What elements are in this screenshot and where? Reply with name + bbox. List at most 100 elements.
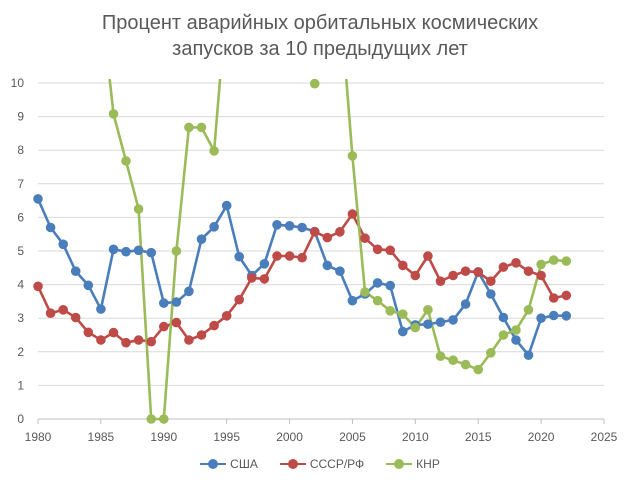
x-tick-label-1990: 1990 (150, 430, 177, 444)
data-point-china-2015 (473, 364, 484, 375)
data-point-usa-1989 (146, 247, 156, 258)
data-point-ussr-rf-1986 (108, 327, 119, 338)
y-tick-label-9: 9 (17, 110, 24, 124)
data-point-china-2016 (486, 348, 496, 358)
data-point-usa-1981 (45, 222, 56, 233)
data-point-china-2008 (385, 306, 396, 316)
data-point-china-2002 (309, 78, 320, 89)
data-point-china-2013 (448, 355, 458, 366)
y-tick-label-7: 7 (17, 177, 24, 191)
data-point-ussr-rf-1999 (272, 251, 282, 261)
series-line-china-1 (312, 79, 317, 85)
data-point-ussr-rf-2007 (372, 244, 383, 255)
x-tick-label-2015: 2015 (465, 430, 492, 444)
series-line-china-2 (344, 79, 567, 371)
data-point-ussr-rf-2010 (410, 270, 421, 281)
data-point-ussr-rf-2014 (460, 266, 471, 277)
data-point-ussr-rf-1996 (234, 294, 244, 305)
x-tick-label-1995: 1995 (213, 430, 240, 444)
series-lines (36, 79, 567, 421)
chart-title: Процент аварийных орбитальных космически… (0, 10, 640, 62)
data-point-ussr-rf-1989 (146, 336, 156, 347)
y-tick-label-0: 0 (17, 412, 24, 426)
data-point-ussr-rf-1991 (171, 317, 182, 328)
data-point-ussr-rf-2013 (448, 270, 458, 281)
data-point-usa-1998 (259, 259, 270, 269)
data-point-usa-1992 (184, 286, 194, 297)
y-tick-label-3: 3 (17, 311, 24, 325)
legend: США СССР/РФ КНР (0, 457, 640, 471)
legend-label-ussr-rf: СССР/РФ (309, 457, 365, 471)
data-point-usa-2022 (561, 311, 572, 321)
data-point-ussr-rf-1983 (70, 312, 81, 323)
x-tick-label-2005: 2005 (339, 430, 366, 444)
data-point-ussr-rf-2005 (347, 209, 358, 219)
data-point-china-2006 (360, 287, 370, 297)
axes: 0 1 2 3 4 5 6 7 8 9 10 1980 1985 1990 1995 2000 2005 2010… (11, 76, 618, 444)
data-point-ussr-rf-1981 (45, 308, 56, 319)
legend-label-usa: США (230, 457, 258, 471)
data-point-china-2005 (347, 151, 358, 161)
y-tick-label-4: 4 (17, 278, 24, 292)
x-tick-label-2020: 2020 (528, 430, 555, 444)
data-point-china-2021 (548, 255, 559, 265)
data-point-china-2014 (460, 359, 471, 370)
data-point-usa-2005 (347, 295, 358, 306)
series-line-china-0 (108, 79, 222, 421)
legend-item-ussr-rf: СССР/РФ (279, 457, 365, 471)
data-point-ussr-rf-1985 (96, 335, 106, 345)
data-point-usa-1987 (121, 246, 131, 257)
data-point-china-1993 (196, 122, 207, 133)
y-tick-label-8: 8 (17, 143, 24, 157)
x-tick-label-2010: 2010 (402, 430, 429, 444)
data-point-usa-2004 (335, 266, 345, 277)
x-tick-label-2000: 2000 (276, 430, 303, 444)
data-point-ussr-rf-2008 (385, 245, 396, 256)
data-point-ussr-rf-2020 (536, 270, 546, 281)
data-point-china-2007 (372, 295, 383, 306)
data-point-usa-2003 (322, 260, 333, 271)
legend-marker-china (394, 459, 405, 469)
data-point-ussr-rf-2016 (486, 276, 496, 287)
data-point-china-1987 (121, 156, 131, 166)
data-point-ussr-rf-2001 (297, 252, 307, 263)
data-point-ussr-rf-2000 (284, 251, 295, 261)
data-point-usa-2019 (523, 350, 534, 361)
legend-swatch-china (386, 459, 413, 469)
data-point-usa-2007 (372, 278, 383, 288)
data-point-usa-2000 (284, 221, 295, 231)
data-point-usa-1988 (133, 245, 144, 256)
data-point-china-1992 (184, 122, 194, 133)
legend-swatch-ussr-rf (279, 459, 306, 469)
data-point-ussr-rf-1997 (247, 273, 257, 283)
data-point-china-1990 (159, 414, 169, 424)
data-point-china-1988 (133, 204, 144, 214)
data-point-usa-1984 (83, 280, 94, 291)
data-point-ussr-rf-1988 (133, 335, 144, 345)
series-markers (33, 78, 572, 424)
data-point-usa-1999 (272, 220, 282, 230)
y-tick-label-5: 5 (17, 244, 24, 258)
data-point-china-2022 (561, 256, 572, 266)
data-point-usa-2001 (297, 222, 307, 233)
chart-title-line-1: Процент аварийных орбитальных космически… (101, 12, 539, 34)
data-point-china-1989 (146, 414, 156, 424)
data-point-ussr-rf-2004 (335, 227, 345, 237)
data-point-usa-2021 (548, 310, 559, 321)
data-point-ussr-rf-2002 (309, 227, 320, 237)
data-point-ussr-rf-2022 (561, 290, 572, 301)
data-point-usa-1983 (70, 266, 81, 277)
legend-label-china: КНР (416, 457, 440, 471)
data-point-ussr-rf-2021 (548, 293, 559, 303)
data-point-usa-2009 (398, 326, 408, 337)
data-point-usa-1980 (33, 194, 43, 204)
data-point-usa-1994 (209, 222, 219, 232)
data-point-usa-1996 (234, 251, 244, 262)
data-point-ussr-rf-1980 (33, 281, 43, 292)
x-tick-label-1985: 1985 (88, 430, 115, 444)
legend-marker-ussr-rf (287, 459, 298, 469)
data-point-ussr-rf-2009 (398, 260, 408, 271)
data-point-ussr-rf-2015 (473, 267, 484, 278)
data-point-usa-2017 (498, 312, 509, 323)
